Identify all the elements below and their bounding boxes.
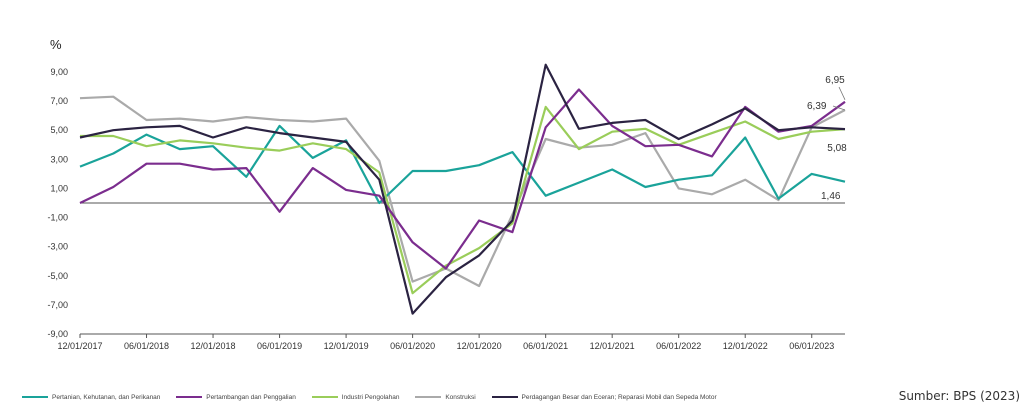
legend-swatch — [415, 396, 442, 398]
y-axis-unit-label: % — [50, 37, 62, 52]
legend-item-perdagangan: Perdagangan Besar dan Eceran; Reparasi M… — [491, 393, 717, 401]
legend-item-industri: Industri Pengolahan — [311, 393, 400, 401]
x-tick-label: 06/01/2018 — [124, 341, 169, 351]
y-tick-label: -7,00 — [47, 300, 68, 310]
series-line-0 — [79, 124, 846, 205]
y-tick-label: -3,00 — [47, 242, 68, 252]
series-line-2 — [80, 105, 846, 295]
y-tick-label: 5,00 — [50, 125, 68, 135]
x-tick-label: 12/01/2022 — [723, 341, 768, 351]
chart-legend: Pertanian, Kehutanan, dan Perikanan Pert… — [22, 393, 731, 401]
legend-swatch — [311, 396, 338, 398]
x-tick-label: 06/01/2021 — [523, 341, 568, 351]
x-tick-label: 12/01/2020 — [457, 341, 502, 351]
y-tick-label: 7,00 — [50, 96, 68, 106]
legend-item-pertambangan: Pertambangan dan Penggalian — [176, 394, 296, 401]
y-tick-label: -9,00 — [47, 329, 68, 339]
y-tick-label: -5,00 — [47, 271, 68, 281]
y-tick-label: 9,00 — [50, 67, 68, 77]
legend-label: Perdagangan Besar dan Eceran; Reparasi M… — [521, 393, 717, 401]
series-line-1 — [79, 88, 846, 270]
legend-swatch — [491, 396, 518, 398]
y-tick-label: 3,00 — [50, 154, 68, 164]
end-label-pertambangan: 6,95 — [825, 75, 845, 86]
legend-label: Konstruksi — [445, 393, 476, 401]
x-tick-label: 06/01/2019 — [257, 341, 302, 351]
series-line-3 — [79, 95, 846, 288]
x-tick-label: 12/01/2019 — [324, 341, 369, 351]
x-tick-label: 12/01/2017 — [57, 341, 102, 351]
x-axis-ticks: 12/01/2017 06/01/2018 12/01/2018 06/01/2019… — [57, 334, 834, 351]
end-label-perdagangan: 5,08 — [827, 143, 847, 154]
legend-swatch — [22, 396, 48, 398]
leader-line — [832, 105, 846, 111]
y-tick-label: -1,00 — [47, 213, 68, 223]
x-tick-label: 06/01/2022 — [656, 341, 701, 351]
legend-label: Pertanian, Kehutanan, dan Perikanan — [52, 393, 161, 401]
leader-line — [838, 86, 846, 101]
series-lines — [79, 63, 846, 315]
end-label-konstruksi: 6,39 — [807, 101, 827, 112]
end-annotations: 6,95 6,39 5,08 1,46 — [807, 75, 847, 202]
x-tick-label: 06/01/2023 — [789, 341, 834, 351]
y-axis-ticks: 9,00 7,00 5,00 3,00 1,00 -1,00 -3,00 -5,00 -7,00… — [47, 67, 68, 339]
series-line-4 — [79, 63, 846, 315]
legend-label: Pertambangan dan Penggalian — [206, 393, 296, 401]
line-chart: % 9,00 7,00 5,00 3,00 1,00 -1,00 -3,00 -5,00 -7,… — [47, 37, 847, 351]
legend-item-pertanian: Pertanian, Kehutanan, dan Perikanan — [22, 394, 160, 401]
end-label-pertanian: 1,46 — [821, 191, 841, 202]
legend-swatch — [176, 396, 203, 398]
x-tick-label: 12/01/2021 — [590, 341, 635, 351]
source-note: Sumber: BPS (2023) — [898, 389, 1020, 403]
x-tick-label: 12/01/2018 — [191, 341, 236, 351]
x-tick-label: 06/01/2020 — [390, 341, 435, 351]
legend-label: Industri Pengolahan — [341, 393, 400, 401]
legend-item-konstruksi: Konstruksi — [415, 393, 476, 401]
y-tick-label: 1,00 — [50, 183, 68, 193]
